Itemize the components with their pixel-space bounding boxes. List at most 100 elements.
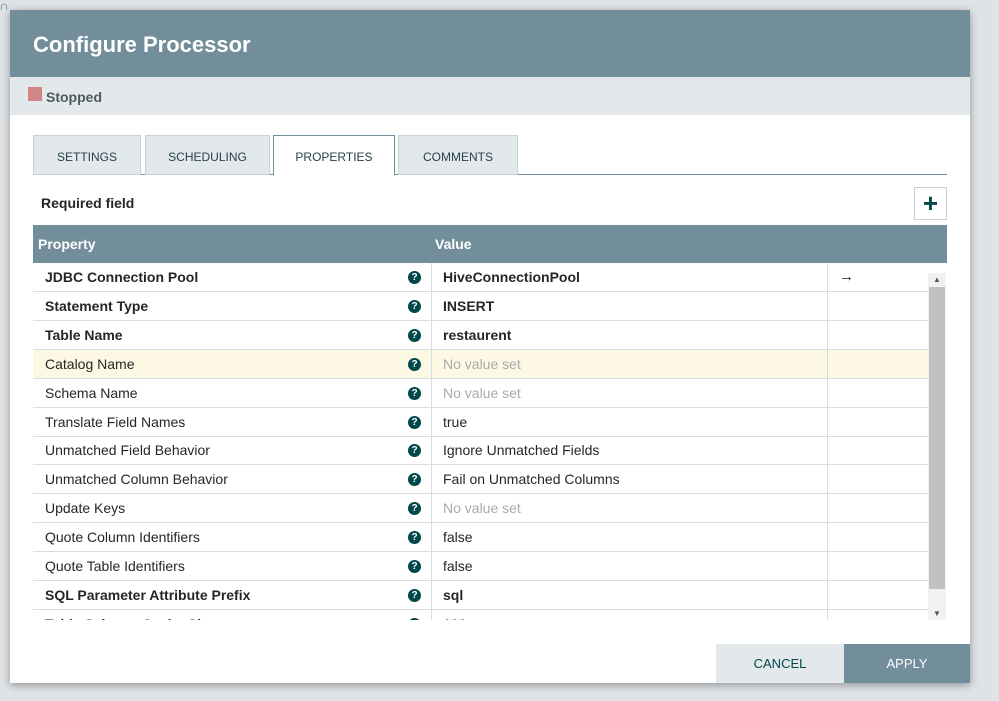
property-value[interactable]: sql	[443, 586, 464, 603]
property-row[interactable]: Unmatched Field Behavior? Ignore Unmatche…	[33, 436, 928, 466]
property-value[interactable]: INSERT	[443, 297, 495, 314]
property-row[interactable]: Schema Name? No value set	[33, 378, 928, 408]
column-divider	[431, 609, 432, 620]
status-bar: Stopped	[10, 77, 970, 115]
column-divider	[827, 436, 828, 466]
column-divider	[827, 291, 828, 321]
column-divider	[431, 552, 432, 581]
property-name: Translate Field Names	[45, 413, 186, 430]
add-property-button[interactable]: +	[914, 187, 947, 220]
status-icon	[28, 87, 42, 101]
help-icon[interactable]: ?	[408, 444, 421, 458]
dialog: Configure Processor Stopped SETTINGS SCHE…	[10, 10, 970, 683]
property-name: Catalog Name	[45, 355, 135, 372]
column-divider	[827, 580, 828, 610]
property-row[interactable]: Quote Table Identifiers? false	[33, 552, 928, 581]
column-divider	[431, 320, 432, 350]
column-divider	[827, 552, 828, 581]
column-divider	[431, 436, 432, 466]
column-divider	[827, 349, 828, 379]
property-value[interactable]: No value set	[443, 384, 521, 401]
dialog-title: Configure Processor	[10, 10, 970, 77]
toolbar: 0230000000	[0, 0, 999, 10]
property-value[interactable]: Fail on Unmatched Columns	[443, 471, 620, 488]
property-row[interactable]: Update Keys? No value set	[33, 494, 928, 524]
property-value[interactable]: Ignore Unmatched Fields	[443, 442, 600, 459]
property-row[interactable]: Table Name? restaurent	[33, 320, 928, 350]
help-icon[interactable]: ?	[408, 271, 421, 284]
help-icon[interactable]: ?	[408, 299, 421, 313]
property-row[interactable]: JDBC Connection Pool? HiveConnectionPool →	[33, 263, 928, 292]
property-name: Statement Type	[45, 297, 149, 314]
table-body: JDBC Connection Pool? HiveConnectionPool →…	[33, 263, 947, 620]
column-divider	[431, 494, 432, 524]
tab[interactable]: PROPERTIES	[273, 135, 395, 176]
property-name: Table Name	[45, 326, 123, 343]
help-icon[interactable]: ?	[408, 386, 421, 400]
property-value[interactable]: false	[443, 529, 473, 546]
column-divider	[431, 465, 432, 495]
property-name: SQL Parameter Attribute Prefix	[45, 586, 251, 603]
tab-bar: SETTINGS SCHEDULING PROPERTIES COMMENTS	[33, 135, 947, 176]
column-divider	[431, 407, 432, 437]
property-value[interactable]: restaurent	[443, 326, 512, 343]
property-row[interactable]: Unmatched Column Behavior? Fail on Unmatc…	[33, 465, 928, 495]
help-icon[interactable]: ?	[408, 560, 421, 573]
table-header: Property Value	[33, 225, 947, 263]
column-divider	[827, 263, 828, 292]
column-divider	[431, 263, 432, 292]
column-divider	[827, 407, 828, 437]
property-row[interactable]: Translate Field Names? true	[33, 407, 928, 437]
property-name: Unmatched Column Behavior	[45, 471, 228, 488]
tab[interactable]: SCHEDULING	[145, 135, 270, 175]
column-divider	[431, 523, 432, 553]
property-row[interactable]: Table Schema Cache Size? 100	[33, 609, 928, 620]
header-value: Value	[435, 236, 472, 252]
tab[interactable]: COMMENTS	[398, 135, 518, 175]
help-icon[interactable]: ?	[408, 588, 421, 602]
property-name: Unmatched Field Behavior	[45, 442, 210, 459]
apply-button[interactable]: APPLY	[844, 644, 970, 683]
column-divider	[431, 349, 432, 379]
column-divider	[431, 580, 432, 610]
property-row[interactable]: Statement Type? INSERT	[33, 291, 928, 321]
header-property: Property	[38, 236, 96, 252]
help-icon[interactable]: ?	[408, 328, 421, 342]
property-row[interactable]: SQL Parameter Attribute Prefix? sql	[33, 580, 928, 610]
property-value[interactable]: 100	[443, 610, 466, 620]
help-icon[interactable]: ?	[408, 415, 421, 429]
column-divider	[827, 494, 828, 524]
column-divider	[827, 609, 828, 620]
toolbar-count: 0	[0, 0, 8, 10]
property-row[interactable]: Quote Column Identifiers? false	[33, 523, 928, 553]
help-icon[interactable]: ?	[408, 473, 421, 487]
help-icon[interactable]: ?	[408, 357, 421, 371]
status-text: Stopped	[46, 89, 102, 105]
property-value[interactable]: No value set	[443, 500, 521, 517]
property-name: Schema Name	[45, 384, 138, 401]
cancel-button[interactable]: CANCEL	[716, 644, 844, 683]
scrollbar[interactable]: ▲ ▼	[928, 273, 946, 620]
property-value[interactable]: true	[443, 413, 468, 430]
help-icon[interactable]: ?	[408, 502, 421, 516]
tab[interactable]: SETTINGS	[33, 135, 141, 175]
required-label: Required field	[41, 195, 135, 211]
property-value[interactable]: No value set	[443, 355, 521, 372]
property-name: JDBC Connection Pool	[45, 269, 199, 285]
property-value[interactable]: false	[443, 558, 473, 574]
property-name: Quote Column Identifiers	[45, 529, 200, 546]
help-icon[interactable]: ?	[408, 531, 421, 545]
property-name: Table Schema Cache Size	[45, 610, 216, 620]
column-divider	[827, 465, 828, 495]
column-divider	[431, 378, 432, 408]
column-divider	[827, 523, 828, 553]
property-name: Update Keys	[45, 500, 126, 517]
help-icon[interactable]: ?	[408, 617, 421, 620]
column-divider	[827, 378, 828, 408]
property-row[interactable]: Catalog Name? No value set	[33, 349, 928, 379]
column-divider	[431, 291, 432, 321]
column-divider	[827, 320, 828, 350]
goto-service-arrow[interactable]: →	[839, 268, 854, 285]
property-value[interactable]: HiveConnectionPool	[443, 269, 580, 285]
